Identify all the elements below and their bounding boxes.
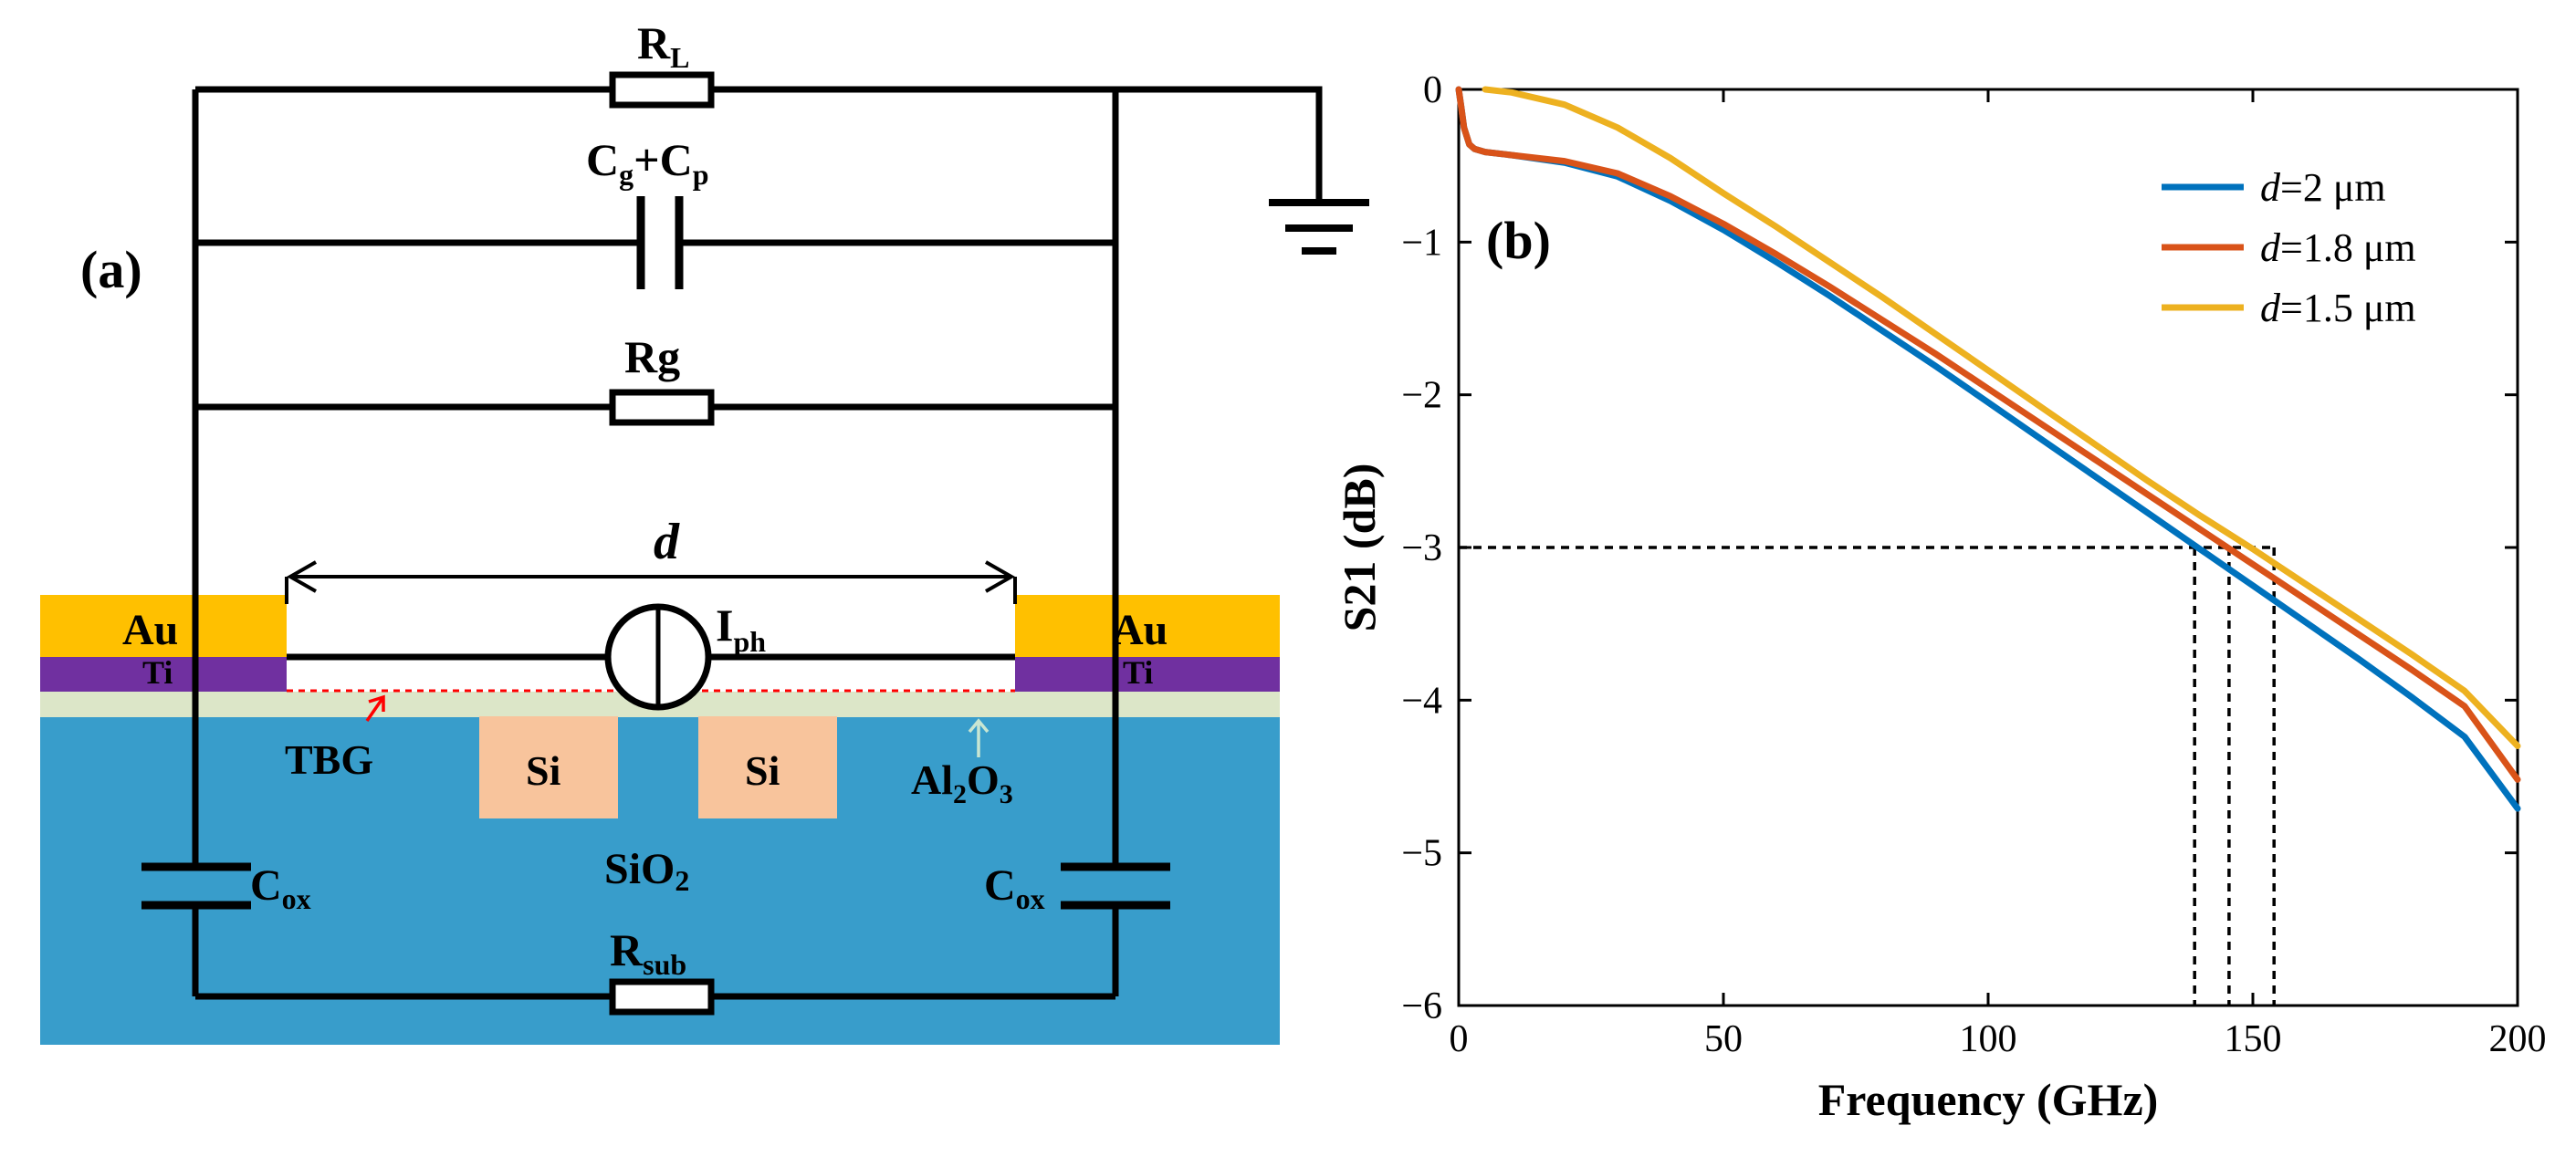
data-series [1455, 86, 2521, 812]
cox-left-label: Cox [250, 861, 311, 915]
au-contact-right [1015, 595, 1280, 657]
gate-parasitic-capacitance-label: Cg+Cp [586, 134, 709, 191]
panel-a-circuit-diagram: (a) RL Cg+Cp Rg d Iph Au Ti Au Ti TBG Si… [40, 17, 1369, 1045]
x-axis-title: Frequency (GHz) [1818, 1074, 2159, 1125]
cg-cp-capacitor-symbol [636, 196, 684, 289]
load-resistor-symbol [609, 71, 715, 109]
tbg-pointer-arrow [365, 694, 385, 722]
si-waveguide-left [479, 716, 618, 818]
load-resistor-label: RL [637, 17, 689, 74]
circuit-wires [192, 86, 1323, 1000]
photocurrent-label: Iph [716, 599, 766, 658]
x-tick-label: 0 [1450, 1018, 1469, 1060]
spacing-label: d [654, 514, 680, 570]
x-tick-label: 50 [1704, 1018, 1743, 1060]
ti-left-label: Ti [142, 654, 173, 691]
al2o3-label: Al2O3 [911, 756, 1013, 809]
si-right-label: Si [745, 747, 780, 794]
au-right-label: Au [1112, 606, 1168, 654]
rg-resistor-label: Rg [624, 331, 680, 382]
y-tick-label: −2 [1401, 375, 1442, 417]
axis-ticks: 0 50 100 150 200 0 −1 −2 −3 −4 −5 −6 [1401, 69, 2546, 1060]
ti-layer-left [40, 657, 287, 692]
x-tick-label: 100 [1960, 1018, 2017, 1060]
si-waveguide-right [698, 716, 837, 818]
y-tick-label: −6 [1401, 985, 1442, 1027]
cox-right-capacitor-symbol [1056, 862, 1175, 910]
minus-3db-guide-lines [1459, 546, 2276, 1006]
cox-left-capacitor-symbol [137, 862, 256, 910]
rsub-resistor-symbol [609, 978, 715, 1016]
legend-label-0: d=2 μm [2260, 165, 2386, 210]
legend-label-2: d=1.5 μm [2260, 286, 2416, 330]
cox-right-label: Cox [984, 861, 1045, 915]
legend-label-1: d=1.8 μm [2260, 225, 2416, 270]
y-tick-label: 0 [1423, 69, 1442, 111]
panel-b-s21-chart: 0 50 100 150 200 0 −1 −2 −3 −4 −5 −6 d=2 μm d=1.8 μm… [1334, 69, 2547, 1125]
au-contact-left [40, 595, 287, 657]
panel-b-label: (b) [1486, 211, 1551, 270]
spacing-dimension-arrow [285, 560, 1017, 604]
si-left-label: Si [526, 747, 561, 794]
x-tick-label: 150 [2225, 1018, 2282, 1060]
series-line-2 [1482, 86, 2521, 749]
ground-icon [1269, 199, 1369, 255]
y-tick-label: −3 [1401, 527, 1442, 569]
y-axis-title: S21 (dB) [1334, 464, 1385, 632]
rsub-resistor-label: Rsub [610, 924, 686, 981]
sio2-label: SiO2 [604, 845, 689, 897]
y-tick-label: −5 [1401, 833, 1442, 875]
rg-resistor-symbol [609, 389, 715, 426]
current-source-icon [604, 603, 712, 711]
au-left-label: Au [122, 606, 178, 654]
al2o3-pointer-arrow [968, 718, 990, 757]
tbg-label: TBG [285, 736, 373, 783]
legend: d=2 μm d=1.8 μm d=1.5 μm [2162, 165, 2416, 330]
ti-layer-right [1015, 657, 1280, 692]
y-tick-label: −4 [1401, 680, 1442, 722]
y-tick-label: −1 [1401, 222, 1442, 264]
x-tick-label: 200 [2489, 1018, 2547, 1060]
series-line-1 [1455, 86, 2521, 783]
ti-right-label: Ti [1123, 654, 1153, 691]
panel-a-label: (a) [80, 240, 142, 299]
